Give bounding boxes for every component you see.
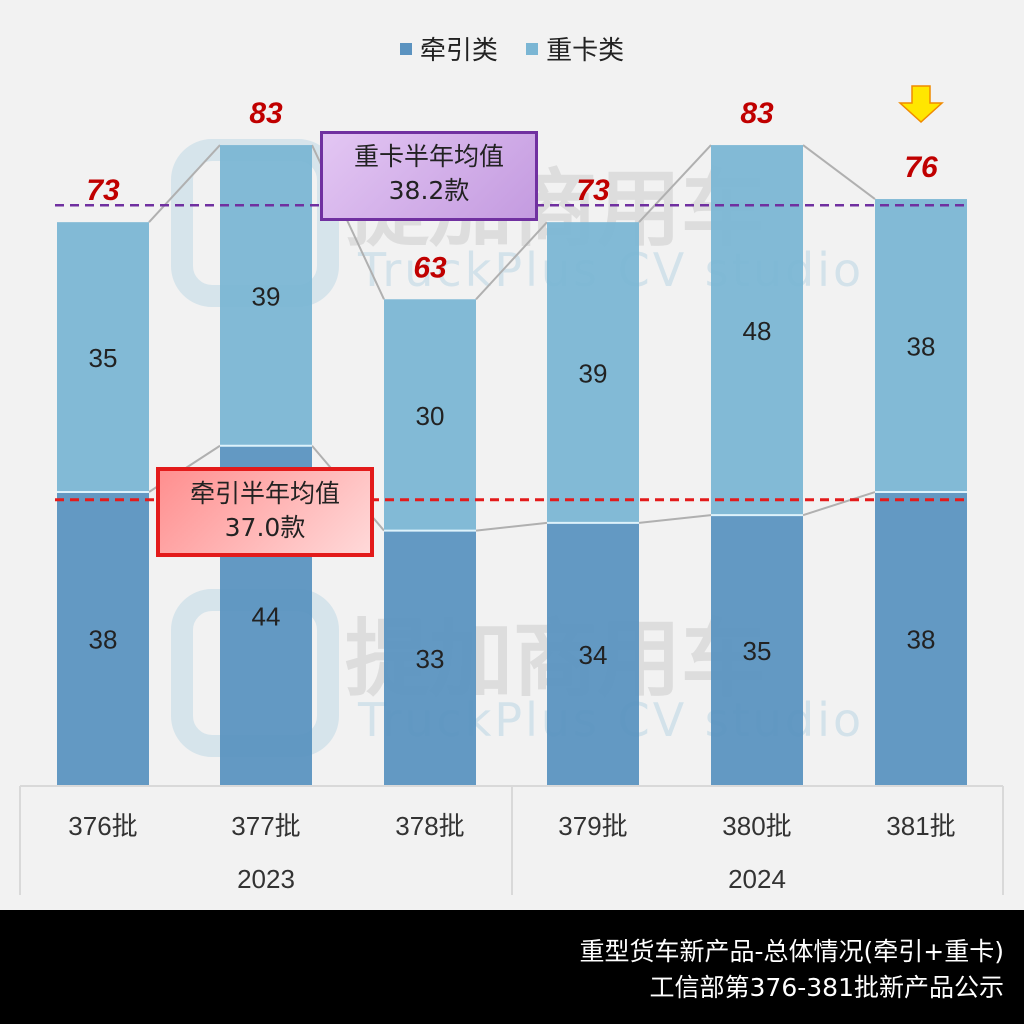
series-connector xyxy=(148,144,221,223)
bar-heavy xyxy=(711,145,803,516)
x-tick-label: 380批 xyxy=(722,811,791,841)
heavy-average-callout: 重卡半年均值 38.2款 xyxy=(320,131,538,221)
x-tick-label: 377批 xyxy=(231,811,300,841)
x-tick-label: 381批 xyxy=(886,811,955,841)
data-label: 30 xyxy=(416,401,445,431)
data-label: 34 xyxy=(579,640,608,670)
arrow-down-icon xyxy=(898,85,944,124)
data-label: 39 xyxy=(579,359,608,389)
data-label: 44 xyxy=(252,601,281,631)
bar-traction xyxy=(547,522,639,785)
data-label: 35 xyxy=(89,343,118,373)
legend-item-heavy: 重卡类 xyxy=(526,30,624,67)
data-label: 38 xyxy=(907,625,936,655)
legend-swatch-heavy xyxy=(526,42,539,55)
x-tick-label: 379批 xyxy=(558,811,627,841)
bar-heavy xyxy=(384,299,476,531)
bar-traction xyxy=(384,530,476,785)
total-label: 76 xyxy=(904,151,938,184)
series-connector xyxy=(475,221,548,300)
legend-swatch-traction xyxy=(399,42,412,55)
footer-caption: 重型货车新产品-总体情况(牵引+重卡) 工信部第376-381批新产品公示 xyxy=(0,910,1024,1024)
series-connector xyxy=(802,491,876,517)
data-label: 48 xyxy=(743,316,772,346)
bar-traction xyxy=(711,515,803,785)
bar-heavy xyxy=(57,222,149,493)
legend-item-traction: 牵引类 xyxy=(399,30,498,67)
x-group-label: 2024 xyxy=(728,864,786,894)
series-connector xyxy=(802,144,876,200)
bar-heavy xyxy=(220,145,312,446)
series-connector xyxy=(638,514,712,524)
series-connector xyxy=(475,521,548,532)
bar-heavy xyxy=(875,199,967,493)
total-label: 63 xyxy=(413,251,447,284)
total-label: 83 xyxy=(249,97,283,130)
total-label: 73 xyxy=(86,174,120,207)
data-label: 35 xyxy=(743,636,772,666)
total-label: 83 xyxy=(740,97,774,130)
bar-heavy xyxy=(547,222,639,523)
data-label: 38 xyxy=(89,625,118,655)
data-label: 38 xyxy=(907,332,936,362)
x-tick-label: 376批 xyxy=(68,811,137,841)
series-connector xyxy=(638,144,712,223)
legend: 牵引类 重卡类 xyxy=(0,30,1024,67)
data-label: 33 xyxy=(416,644,445,674)
data-label: 39 xyxy=(252,281,281,311)
bar-traction xyxy=(57,492,149,785)
caption-title: 重型货车新产品-总体情况(牵引+重卡) xyxy=(579,937,1004,966)
bar-traction xyxy=(875,492,967,785)
traction-average-callout: 牵引半年均值 37.0款 xyxy=(156,467,374,557)
total-label: 73 xyxy=(576,174,610,207)
x-tick-label: 378批 xyxy=(395,811,464,841)
caption-subtitle: 工信部第376-381批新产品公示 xyxy=(649,973,1004,1002)
x-group-label: 2023 xyxy=(237,864,295,894)
